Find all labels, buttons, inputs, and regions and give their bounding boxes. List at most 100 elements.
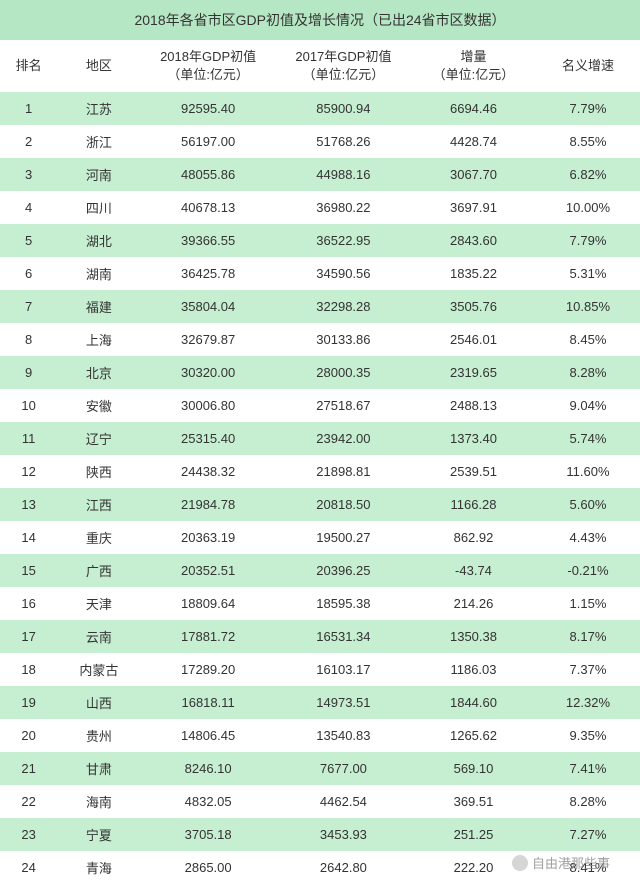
cell-rate: 11.60% bbox=[536, 455, 640, 488]
cell-rate: 5.60% bbox=[536, 488, 640, 521]
cell-region: 江苏 bbox=[57, 92, 140, 125]
cell-rate: 12.32% bbox=[536, 686, 640, 719]
cell-gdp18: 20352.51 bbox=[140, 554, 275, 587]
cell-region: 云南 bbox=[57, 620, 140, 653]
cell-gdp17: 85900.94 bbox=[276, 92, 411, 125]
col-header-incr: 增量（单位:亿元） bbox=[411, 40, 536, 92]
cell-region: 四川 bbox=[57, 191, 140, 224]
cell-region: 上海 bbox=[57, 323, 140, 356]
gdp-table-container: 2018年各省市区GDP初值及增长情况（已出24省市区数据） 排名 地区 201… bbox=[0, 0, 640, 884]
cell-gdp18: 32679.87 bbox=[140, 323, 275, 356]
cell-gdp17: 18595.38 bbox=[276, 587, 411, 620]
cell-incr: 1844.60 bbox=[411, 686, 536, 719]
cell-rate: 9.35% bbox=[536, 719, 640, 752]
cell-rank: 9 bbox=[0, 356, 57, 389]
cell-region: 广西 bbox=[57, 554, 140, 587]
cell-incr: 3505.76 bbox=[411, 290, 536, 323]
cell-region: 北京 bbox=[57, 356, 140, 389]
cell-region: 陕西 bbox=[57, 455, 140, 488]
cell-gdp18: 18809.64 bbox=[140, 587, 275, 620]
cell-rank: 14 bbox=[0, 521, 57, 554]
cell-rank: 6 bbox=[0, 257, 57, 290]
cell-gdp18: 48055.86 bbox=[140, 158, 275, 191]
cell-gdp17: 36522.95 bbox=[276, 224, 411, 257]
cell-gdp17: 4462.54 bbox=[276, 785, 411, 818]
cell-rank: 11 bbox=[0, 422, 57, 455]
cell-rank: 24 bbox=[0, 851, 57, 884]
cell-rank: 23 bbox=[0, 818, 57, 851]
cell-rank: 10 bbox=[0, 389, 57, 422]
watermark-text: 自由港那些事 bbox=[532, 853, 610, 872]
cell-rate: 4.43% bbox=[536, 521, 640, 554]
cell-incr: 1373.40 bbox=[411, 422, 536, 455]
cell-gdp18: 30006.80 bbox=[140, 389, 275, 422]
table-row: 17云南17881.7216531.341350.388.17% bbox=[0, 620, 640, 653]
cell-rank: 3 bbox=[0, 158, 57, 191]
cell-incr: 3067.70 bbox=[411, 158, 536, 191]
cell-rank: 18 bbox=[0, 653, 57, 686]
cell-gdp17: 3453.93 bbox=[276, 818, 411, 851]
table-row: 23宁夏3705.183453.93251.257.27% bbox=[0, 818, 640, 851]
cell-rank: 22 bbox=[0, 785, 57, 818]
cell-gdp17: 23942.00 bbox=[276, 422, 411, 455]
cell-rank: 12 bbox=[0, 455, 57, 488]
cell-gdp17: 51768.26 bbox=[276, 125, 411, 158]
gdp-table: 排名 地区 2018年GDP初值（单位:亿元） 2017年GDP初值（单位:亿元… bbox=[0, 40, 640, 884]
cell-gdp18: 17289.20 bbox=[140, 653, 275, 686]
cell-region: 浙江 bbox=[57, 125, 140, 158]
cell-rank: 7 bbox=[0, 290, 57, 323]
cell-gdp17: 19500.27 bbox=[276, 521, 411, 554]
col-header-rank: 排名 bbox=[0, 40, 57, 92]
cell-rate: 10.85% bbox=[536, 290, 640, 323]
cell-incr: 1350.38 bbox=[411, 620, 536, 653]
cell-region: 湖南 bbox=[57, 257, 140, 290]
cell-rank: 2 bbox=[0, 125, 57, 158]
cell-incr: 2319.65 bbox=[411, 356, 536, 389]
cell-gdp17: 20396.25 bbox=[276, 554, 411, 587]
cell-rank: 8 bbox=[0, 323, 57, 356]
watermark-icon bbox=[512, 855, 528, 871]
table-row: 8上海32679.8730133.862546.018.45% bbox=[0, 323, 640, 356]
cell-gdp18: 14806.45 bbox=[140, 719, 275, 752]
cell-gdp18: 21984.78 bbox=[140, 488, 275, 521]
cell-region: 江西 bbox=[57, 488, 140, 521]
table-row: 21甘肃8246.107677.00569.107.41% bbox=[0, 752, 640, 785]
cell-region: 甘肃 bbox=[57, 752, 140, 785]
cell-rate: 5.74% bbox=[536, 422, 640, 455]
table-row: 3河南48055.8644988.163067.706.82% bbox=[0, 158, 640, 191]
table-row: 12陕西24438.3221898.812539.5111.60% bbox=[0, 455, 640, 488]
cell-gdp18: 16818.11 bbox=[140, 686, 275, 719]
cell-gdp17: 2642.80 bbox=[276, 851, 411, 884]
cell-gdp17: 20818.50 bbox=[276, 488, 411, 521]
cell-gdp18: 56197.00 bbox=[140, 125, 275, 158]
cell-gdp18: 3705.18 bbox=[140, 818, 275, 851]
cell-rank: 16 bbox=[0, 587, 57, 620]
cell-rate: 8.28% bbox=[536, 356, 640, 389]
cell-gdp18: 30320.00 bbox=[140, 356, 275, 389]
cell-gdp18: 24438.32 bbox=[140, 455, 275, 488]
cell-region: 宁夏 bbox=[57, 818, 140, 851]
cell-incr: 2539.51 bbox=[411, 455, 536, 488]
cell-incr: 251.25 bbox=[411, 818, 536, 851]
cell-region: 海南 bbox=[57, 785, 140, 818]
cell-rate: 1.15% bbox=[536, 587, 640, 620]
cell-rate: 7.79% bbox=[536, 92, 640, 125]
cell-incr: 569.10 bbox=[411, 752, 536, 785]
cell-region: 青海 bbox=[57, 851, 140, 884]
cell-rate: 8.17% bbox=[536, 620, 640, 653]
cell-gdp18: 8246.10 bbox=[140, 752, 275, 785]
cell-incr: 369.51 bbox=[411, 785, 536, 818]
cell-gdp18: 36425.78 bbox=[140, 257, 275, 290]
table-row: 22海南4832.054462.54369.518.28% bbox=[0, 785, 640, 818]
cell-incr: 1265.62 bbox=[411, 719, 536, 752]
header-row: 排名 地区 2018年GDP初值（单位:亿元） 2017年GDP初值（单位:亿元… bbox=[0, 40, 640, 92]
cell-rate: 8.45% bbox=[536, 323, 640, 356]
cell-incr: 862.92 bbox=[411, 521, 536, 554]
cell-incr: 4428.74 bbox=[411, 125, 536, 158]
cell-gdp17: 34590.56 bbox=[276, 257, 411, 290]
table-row: 19山西16818.1114973.511844.6012.32% bbox=[0, 686, 640, 719]
cell-incr: 2546.01 bbox=[411, 323, 536, 356]
cell-gdp17: 28000.35 bbox=[276, 356, 411, 389]
cell-rank: 4 bbox=[0, 191, 57, 224]
cell-rate: 9.04% bbox=[536, 389, 640, 422]
